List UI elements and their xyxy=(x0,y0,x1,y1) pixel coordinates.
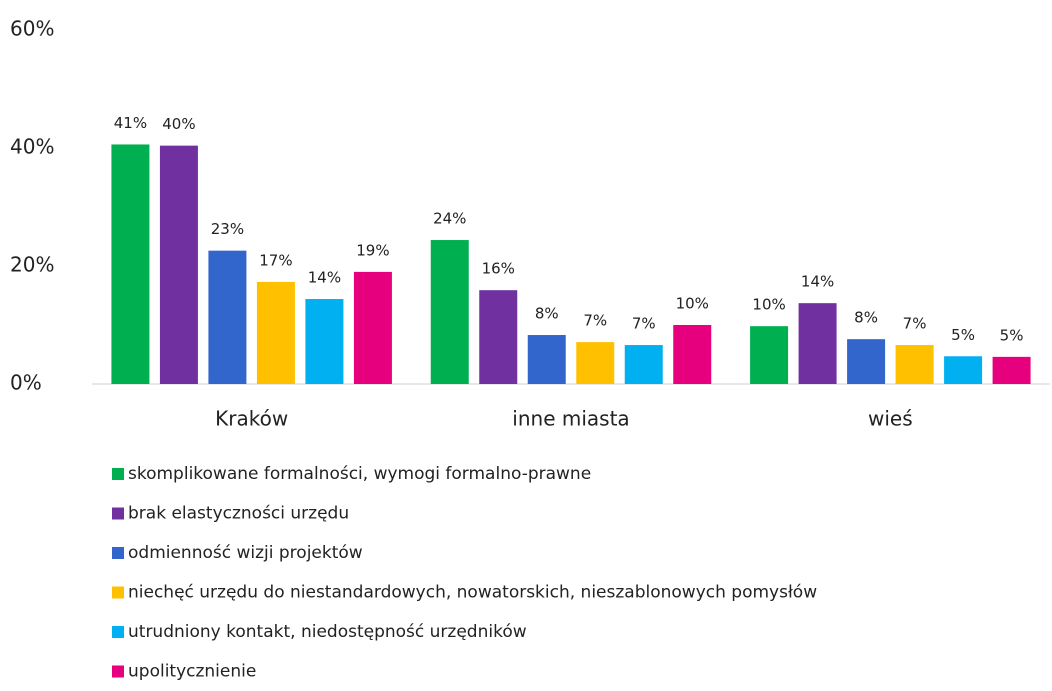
bar xyxy=(576,342,615,384)
x-tick-label: inne miasta xyxy=(512,407,629,431)
bar xyxy=(111,144,150,384)
data-label: 8% xyxy=(854,309,878,327)
y-tick-label: 60% xyxy=(10,17,54,41)
bar xyxy=(430,240,469,384)
x-tick-label: wieś xyxy=(868,407,913,431)
bar xyxy=(479,290,518,384)
bar xyxy=(944,356,983,384)
y-tick-label: 40% xyxy=(10,135,54,159)
y-tick-label: 0% xyxy=(10,371,42,395)
y-tick-label: 20% xyxy=(10,253,54,277)
data-label: 41% xyxy=(114,114,147,132)
bar xyxy=(353,271,392,384)
legend-label: brak elastyczności urzędu xyxy=(128,504,349,524)
data-label: 17% xyxy=(259,251,292,269)
data-label: 23% xyxy=(211,220,244,238)
data-label: 10% xyxy=(676,295,709,313)
legend-label: niechęć urzędu do niestandardowych, nowa… xyxy=(128,583,817,603)
data-label: 16% xyxy=(482,260,515,278)
data-label: 7% xyxy=(632,315,656,333)
bar xyxy=(847,339,886,384)
data-label: 19% xyxy=(356,241,389,259)
bar xyxy=(256,281,295,384)
data-label: 24% xyxy=(433,210,466,228)
legend-swatch xyxy=(112,626,124,638)
bar xyxy=(750,326,789,384)
legend-label: upolitycznienie xyxy=(128,662,256,682)
bar xyxy=(798,303,837,384)
legend-swatch xyxy=(112,547,124,559)
legend-label: odmienność wizji projektów xyxy=(128,543,363,563)
bar xyxy=(527,335,566,384)
bar xyxy=(895,345,934,384)
bar xyxy=(159,145,198,384)
bar xyxy=(673,325,712,384)
bar xyxy=(624,345,663,384)
data-label: 14% xyxy=(801,273,834,291)
x-tick-label: Kraków xyxy=(215,407,288,431)
legend-swatch xyxy=(112,507,124,520)
legend-label: utrudniony kontakt, niedostępność urzędn… xyxy=(128,622,527,642)
bar xyxy=(992,356,1031,384)
bar xyxy=(208,250,247,384)
data-label: 8% xyxy=(535,305,559,323)
data-label: 7% xyxy=(583,312,607,330)
data-label: 7% xyxy=(903,315,927,333)
data-label: 10% xyxy=(752,296,785,314)
data-label: 5% xyxy=(951,326,975,344)
data-label: 5% xyxy=(1000,326,1024,344)
data-label: 14% xyxy=(308,269,341,287)
legend-swatch xyxy=(112,468,124,480)
bar xyxy=(305,299,344,384)
legend-swatch xyxy=(112,665,124,678)
legend-swatch xyxy=(112,586,124,599)
data-label: 40% xyxy=(162,115,195,133)
legend-label: skomplikowane formalności, wymogi formal… xyxy=(128,464,591,484)
